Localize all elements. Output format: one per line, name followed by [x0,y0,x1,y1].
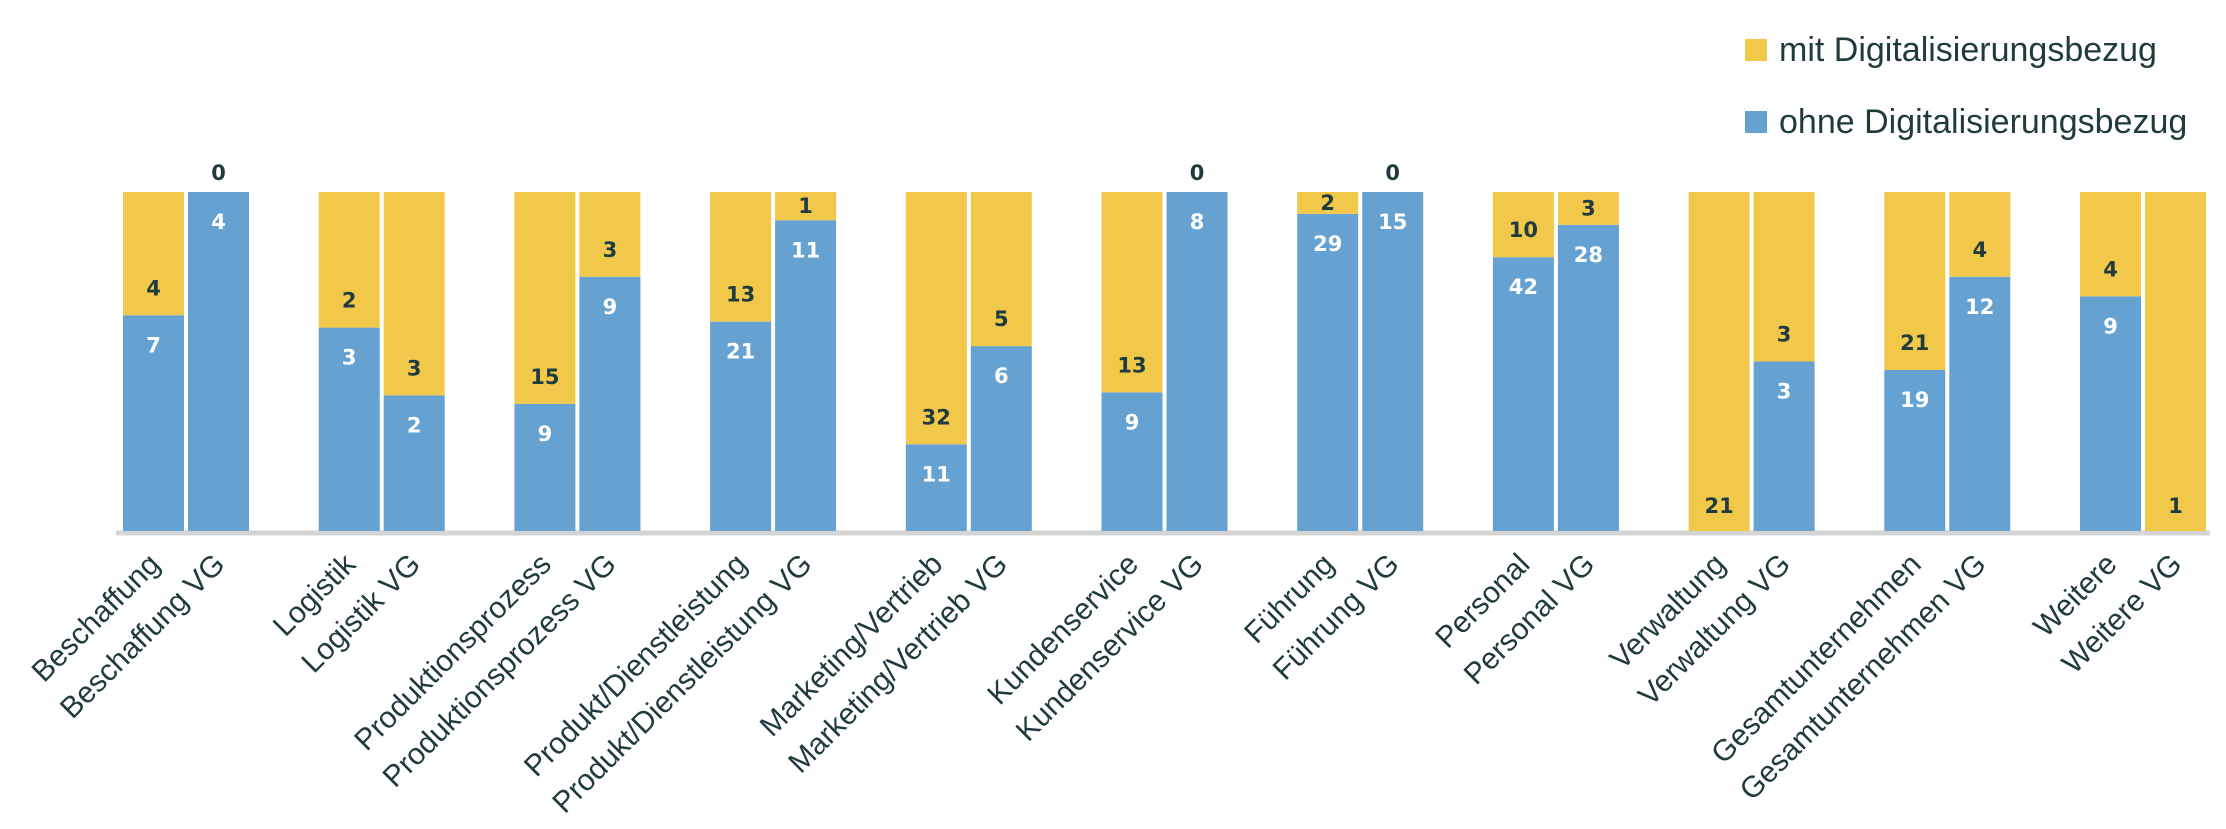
bar-mit [514,192,576,404]
bar-ohne [1753,361,1815,531]
data-label-ohne: 6 [994,364,1009,388]
bar-ohne [1297,213,1359,531]
legend: mit Digitalisierungsbezug ohne Digitalis… [1745,14,2187,158]
legend-swatch-ohne [1745,111,1767,133]
bar-ohne [1492,257,1554,531]
bar-mit [1949,192,2011,277]
bar-ohne [514,403,576,531]
legend-label-mit: mit Digitalisierungsbezug [1779,30,2157,69]
bar-mit [318,192,380,328]
data-label-ohne: 3 [1777,380,1792,404]
data-label-mit: 3 [603,238,618,262]
legend-label-ohne: ohne Digitalisierungsbezug [1779,102,2188,141]
bar-ohne [1949,276,2011,531]
bar-ohne [1362,192,1424,531]
bar-ohne [383,395,445,531]
bar-mit [775,192,837,221]
bar-ohne [1884,369,1946,531]
data-label-mit: 13 [1117,353,1146,377]
bar-mit [1557,192,1619,225]
data-label-ohne: 28 [1574,243,1603,267]
bar-mit [1753,192,1815,362]
data-label-ohne: 29 [1313,232,1342,256]
data-label-ohne: 19 [1900,388,1929,412]
bar-ohne [1166,192,1228,531]
data-label-mit: 3 [1581,196,1596,220]
data-label-mit: 4 [1972,238,1987,262]
data-label-ohne: 12 [1965,295,1994,319]
bar-ohne [775,220,837,531]
bar-mit [970,192,1032,347]
data-label-mit: 10 [1509,218,1538,242]
bar-mit [1688,192,1750,531]
data-label-mit: 0 [211,161,226,185]
legend-item-mit: mit Digitalisierungsbezug [1745,14,2187,86]
data-label-mit: 5 [994,307,1009,331]
bar-ohne [905,444,967,531]
data-label-ohne: 21 [726,340,755,364]
bar-mit [1884,192,1946,370]
bar-ohne [579,276,641,531]
bar-mit [2145,192,2206,531]
data-label-mit: 13 [726,283,755,307]
bar-ohne [1557,224,1619,531]
data-label-ohne: 15 [1378,210,1407,234]
bar-mit [123,192,184,316]
data-label-ohne: 9 [603,295,618,319]
bar-mit [383,192,445,396]
data-label-mit: 3 [1777,323,1792,347]
bar-mit [1101,192,1163,393]
data-label-ohne: 7 [146,333,161,357]
data-label-mit: 4 [2103,257,2118,281]
data-label-mit: 32 [922,405,951,429]
data-label-mit: 4 [146,276,161,300]
bar-ohne [123,315,184,531]
bar-mit [1492,192,1554,258]
data-label-mit: 0 [1190,161,1205,185]
bar-mit [905,192,967,445]
data-label-mit: 2 [1320,191,1335,215]
data-label-mit: 21 [1900,331,1929,355]
bar-mit [579,192,641,277]
bar-ohne [710,321,772,531]
bar-ohne [1101,392,1163,531]
data-label-ohne: 9 [1125,410,1140,434]
data-label-ohne: 9 [2103,314,2118,338]
bar-ohne [188,192,249,531]
legend-item-ohne: ohne Digitalisierungsbezug [1745,86,2187,158]
data-label-ohne: 11 [922,462,951,486]
data-label-ohne: 42 [1509,275,1538,299]
data-label-ohne: 4 [211,210,226,234]
data-label-ohne: 9 [538,422,553,446]
legend-swatch-mit [1745,39,1767,61]
data-label-mit: 0 [1385,161,1400,185]
bar-ohne [970,346,1032,531]
data-label-mit: 1 [2168,494,2183,518]
data-label-mit: 21 [1704,494,1733,518]
data-label-ohne: 8 [1190,210,1205,234]
data-label-ohne: 2 [407,413,422,437]
bar-ohne [318,327,380,531]
bar-ohne [2080,296,2141,531]
data-label-mit: 15 [530,365,559,389]
bar-mit [2080,192,2141,297]
data-label-mit: 2 [342,289,357,313]
data-label-mit: 1 [798,194,813,218]
bar-mit [1297,192,1359,214]
data-label-ohne: 3 [342,346,357,370]
data-label-ohne: 11 [791,238,820,262]
data-label-mit: 3 [407,356,422,380]
bar-mit [710,192,772,322]
